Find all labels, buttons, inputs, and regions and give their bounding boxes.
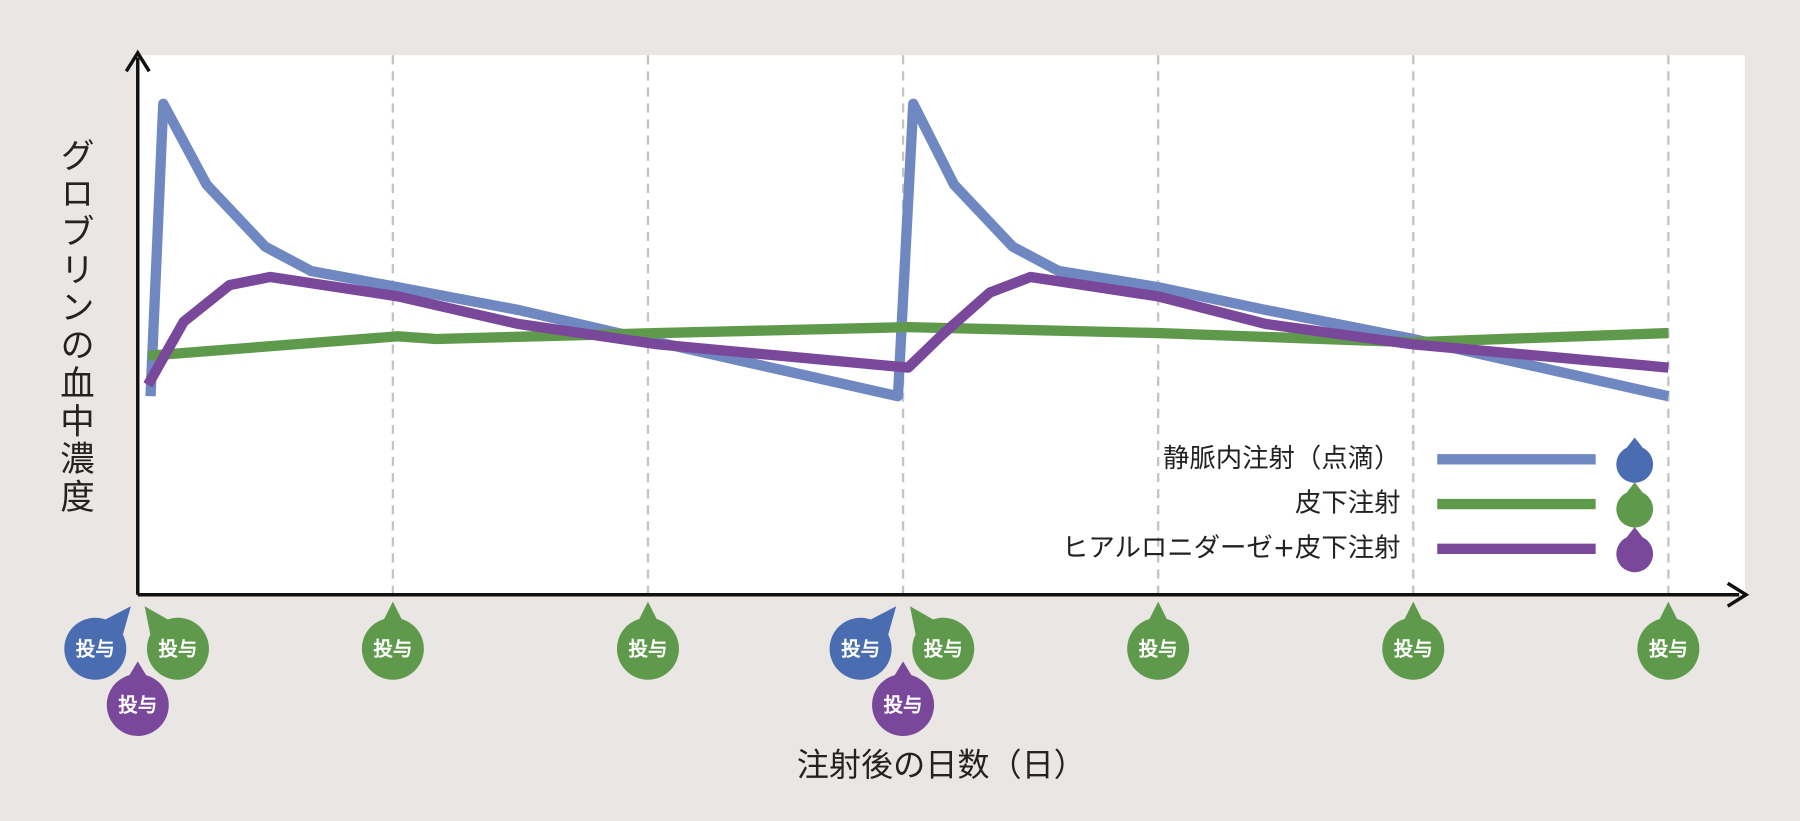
dose-marker: 投与	[106, 661, 169, 736]
dose-pointer	[869, 606, 897, 635]
y-arrow	[124, 49, 151, 73]
dose-circle	[1382, 617, 1445, 680]
dose-marker: 投与	[144, 606, 209, 680]
dose-marker: 投与	[1127, 601, 1190, 680]
dose-label: 投与	[628, 637, 667, 660]
dose-circle	[616, 617, 679, 680]
dose-pointer	[104, 606, 131, 635]
dose-label: 投与	[1139, 637, 1178, 660]
dose-circle	[146, 617, 209, 680]
dose-pointer	[382, 601, 404, 623]
dose-pointer	[127, 661, 149, 679]
dose-circle	[1637, 617, 1700, 680]
dose-label: 投与	[924, 637, 963, 660]
legend-drop	[1616, 437, 1654, 483]
dose-pointer	[637, 601, 659, 623]
lines	[143, 98, 1670, 402]
dose-label: 投与	[841, 637, 880, 660]
dose-label: 投与	[76, 637, 115, 660]
x-axis-label: 注射後の日数（日）	[797, 746, 1086, 784]
series-line	[145, 98, 1670, 402]
dose-marker: 投与	[616, 601, 679, 680]
dose-marker: 投与	[909, 606, 975, 680]
dose-pointer	[892, 661, 914, 679]
dose-pointer	[144, 606, 169, 635]
dose-marker: 投与	[361, 601, 424, 680]
dose-label: 投与	[373, 637, 412, 660]
dose-pointer	[1402, 601, 1424, 623]
dose-label: 投与	[1649, 637, 1688, 660]
dose-label: 投与	[158, 637, 197, 660]
dose-pointer	[1658, 601, 1679, 623]
legend-drop	[1616, 527, 1654, 573]
dose-circle	[912, 617, 975, 680]
legend-label: 皮下注射	[1295, 488, 1401, 519]
dose-circle	[829, 617, 892, 680]
y-axis-label: グロブリンの血中濃度	[53, 138, 93, 517]
dose-label: 投与	[884, 694, 923, 717]
x-arrow	[1726, 581, 1750, 608]
dose-marker: 投与	[64, 606, 131, 680]
dose-pointer	[909, 606, 935, 635]
dose-circle	[361, 617, 424, 680]
dose-marker: 投与	[872, 661, 935, 736]
dose-circle	[1127, 617, 1190, 680]
dose-marker: 投与	[1637, 601, 1700, 680]
legend-drop	[1616, 482, 1654, 528]
dose-pointer	[1147, 601, 1169, 623]
dose-circle	[64, 617, 127, 680]
dose-label: 投与	[118, 694, 157, 717]
dose-marker: 投与	[1382, 601, 1445, 680]
dose-label: 投与	[1394, 637, 1433, 660]
dose-circle	[872, 673, 935, 736]
legend-label: ヒアルロニダーゼ+皮下注射	[1062, 532, 1401, 563]
series-line	[143, 271, 1669, 388]
dose-marker: 投与	[829, 606, 897, 680]
dose-circle	[106, 673, 169, 736]
legend-label: 静脈内注射（点滴）	[1163, 443, 1401, 474]
